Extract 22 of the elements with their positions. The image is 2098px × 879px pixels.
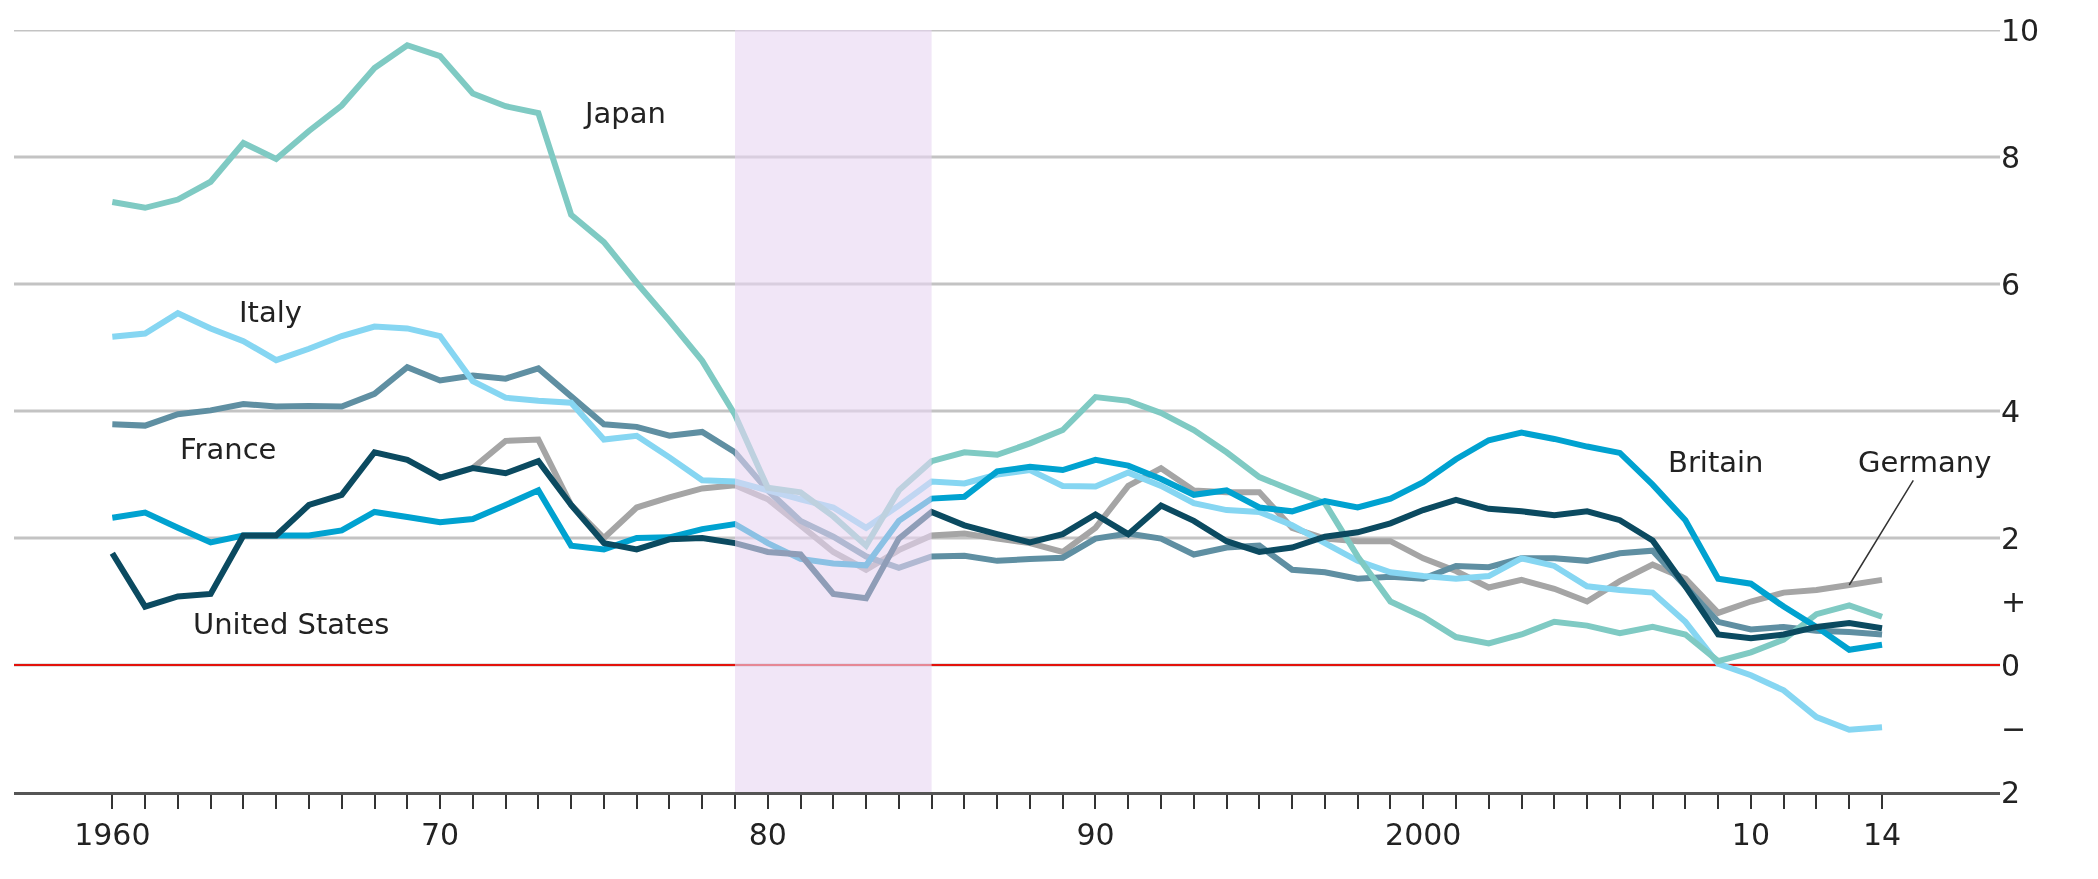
text: Germany bbox=[1858, 445, 1992, 479]
series-label: Italy bbox=[239, 295, 302, 329]
series-label: Japan bbox=[583, 96, 666, 130]
y-tick-label: + bbox=[2001, 584, 2027, 619]
y-tick-label: − bbox=[2001, 711, 2027, 746]
y-tick-label: 4 bbox=[2001, 393, 2021, 429]
series-label: France bbox=[180, 432, 277, 466]
y-tick-label: 8 bbox=[2001, 139, 2021, 175]
x-tick-label: 1960 bbox=[74, 817, 151, 852]
x-tick-label: 14 bbox=[1862, 817, 1902, 852]
x-tick-label: 2000 bbox=[1385, 817, 1462, 852]
x-tick-label: 80 bbox=[748, 817, 787, 852]
y-tick-label: 2 bbox=[2001, 520, 2021, 556]
y-tick-label: 10 bbox=[2001, 12, 2040, 48]
y-tick-label: 0 bbox=[2001, 647, 2021, 683]
x-tick-label: 70 bbox=[420, 817, 460, 852]
x-tick-label: 90 bbox=[1076, 817, 1115, 852]
series-label: United States bbox=[193, 607, 390, 641]
y-tick-label: 6 bbox=[2001, 266, 2021, 302]
x-tick-label: 10 bbox=[1731, 817, 1771, 852]
series-label: Britain bbox=[1668, 445, 1764, 479]
y-tick-label: 2 bbox=[2001, 774, 2021, 810]
